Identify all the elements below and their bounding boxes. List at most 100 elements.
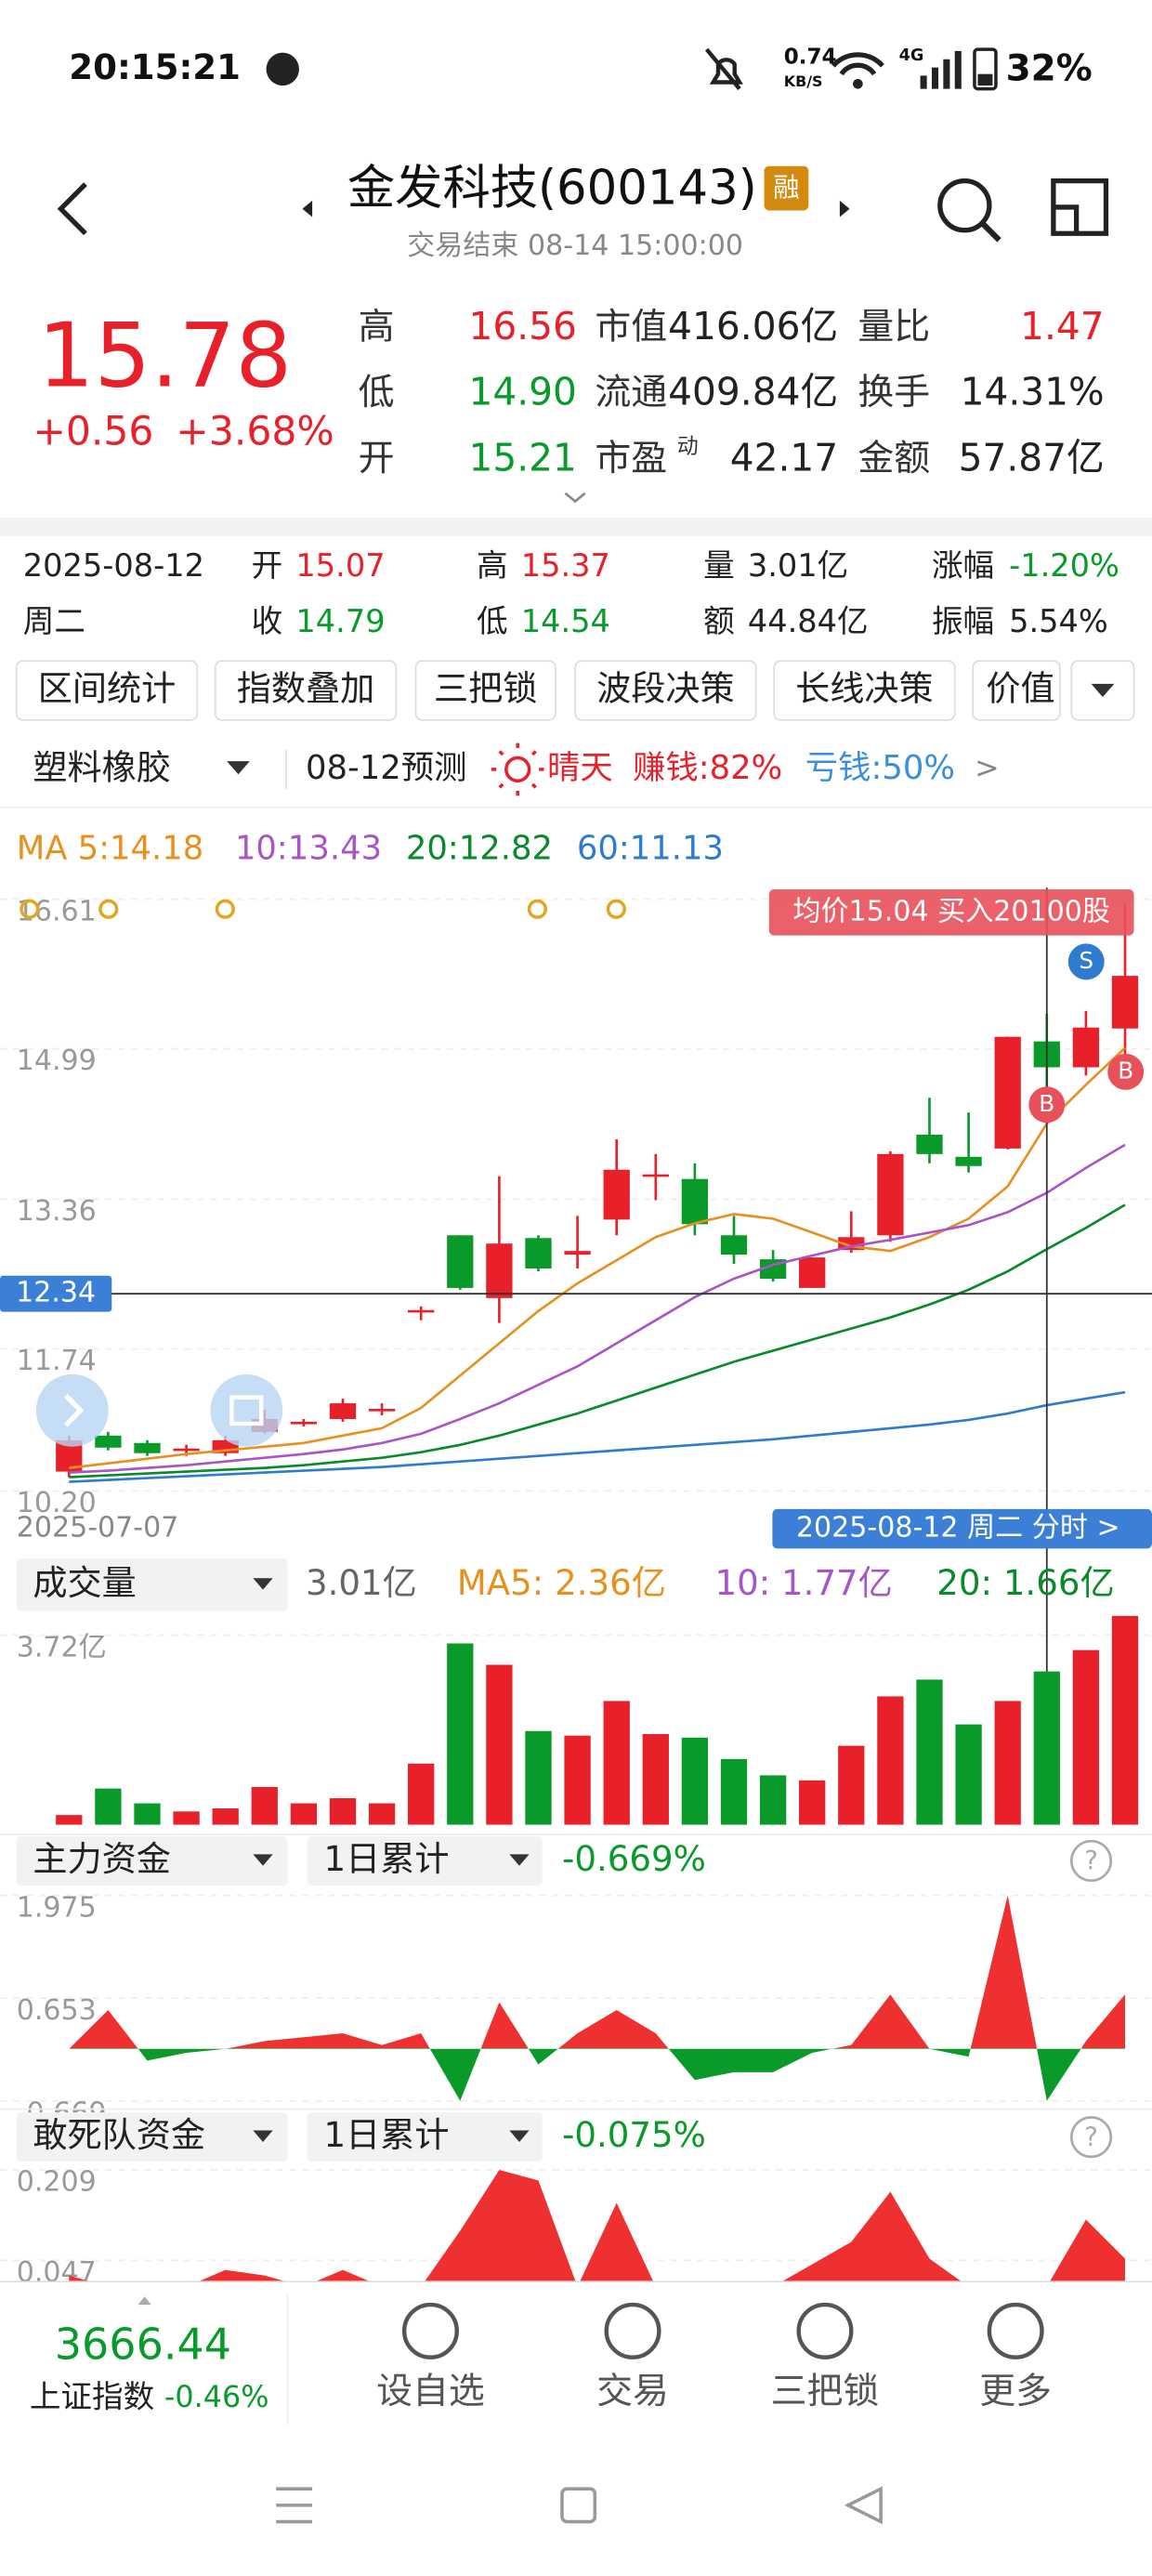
funds-current: -0.075%: [562, 2115, 706, 2155]
event-icons: [20, 899, 626, 919]
forecast-date: 08-12预测: [306, 749, 466, 787]
float-icon: [229, 1395, 264, 1426]
y-tick-label: 10.20: [17, 1487, 97, 1519]
crosshair-date-box[interactable]: [772, 1508, 1152, 1549]
volume-bar: [251, 1786, 278, 1825]
sys-menu[interactable]: [276, 2487, 313, 2524]
candle-body: [447, 1235, 474, 1288]
y-tick-label: 13.36: [17, 1195, 97, 1228]
candle-body: [173, 1448, 200, 1452]
next-stock[interactable]: [839, 200, 850, 217]
funds-current: -0.669%: [562, 1839, 706, 1879]
nav-icon[interactable]: [987, 2302, 1044, 2359]
help-button[interactable]: [1069, 2116, 1113, 2159]
volume-bar: [134, 1803, 161, 1825]
tab[interactable]: [214, 660, 398, 721]
back-button[interactable]: [57, 182, 87, 236]
candle-body: [1111, 976, 1139, 1029]
y-tick-label: 0.653: [17, 1994, 97, 2027]
tab-label: 三把锁: [434, 669, 537, 709]
battery-text: 32%: [1006, 48, 1093, 90]
volume-bar: [56, 1815, 83, 1825]
nav-icon[interactable]: [401, 2302, 459, 2359]
sell-marker-text: S: [1079, 947, 1093, 974]
candle-body: [290, 1421, 318, 1425]
nav-icon[interactable]: [604, 2302, 661, 2359]
float-button[interactable]: [210, 1373, 283, 1447]
tab[interactable]: [972, 660, 1061, 721]
tab[interactable]: [773, 660, 956, 721]
volume-bar: [329, 1798, 357, 1825]
detail-label: 涨幅: [932, 547, 994, 584]
volume-bar: [95, 1788, 122, 1825]
stat-label: 量比: [857, 306, 930, 348]
y-tick-label: 11.74: [17, 1345, 97, 1377]
avg-badge: [768, 889, 1134, 936]
volume-bar: [877, 1696, 904, 1825]
stat-value: 14.31%: [961, 370, 1105, 414]
wifi-dot: [853, 78, 863, 89]
stat-label: 低: [359, 372, 395, 414]
buy-marker-text: B: [1039, 1090, 1054, 1117]
tab-label: 指数叠加: [237, 669, 375, 709]
tab[interactable]: [15, 660, 199, 721]
nav-label: 交易: [596, 2371, 669, 2412]
help-icon: ?: [1084, 1846, 1098, 1876]
buy-marker: [1028, 1086, 1066, 1124]
stat-label: 换手: [857, 372, 930, 414]
ma-legend: 10:13.43: [235, 830, 382, 868]
crosshair-date: 2025-08-12 周二 分时 >: [796, 1512, 1120, 1544]
nav-label: 设自选: [376, 2371, 485, 2412]
sell-marker: [1067, 943, 1105, 980]
ma-legend: 60:11.13: [577, 830, 724, 868]
volume-bar: [368, 1803, 396, 1825]
volume-bar: [603, 1701, 630, 1825]
sun-icon: [504, 756, 531, 783]
ma-line: [69, 1203, 1126, 1479]
volume-bar: [799, 1780, 826, 1825]
y-tick-label: 0.209: [17, 2166, 97, 2199]
network-type: 4G: [899, 46, 924, 65]
prev-stock[interactable]: [302, 200, 313, 217]
y-tick-label: 14.99: [17, 1045, 97, 1077]
forecast-more[interactable]: >: [975, 750, 1000, 785]
tab-label: 区间统计: [38, 669, 177, 709]
tab[interactable]: [414, 660, 556, 721]
status-time: 20:15:21: [69, 47, 241, 87]
avg-badge-text: 均价15.04 买入20100股: [792, 895, 1110, 927]
battery-icon: [973, 47, 998, 91]
index-change: -0.46%: [164, 2379, 269, 2414]
sys-back[interactable]: [844, 2486, 883, 2525]
help-button[interactable]: [1069, 1839, 1113, 1883]
period-selector[interactable]: [307, 2112, 543, 2162]
period-selector[interactable]: [307, 1835, 543, 1886]
tab[interactable]: [574, 660, 757, 721]
volume-selector[interactable]: [16, 1557, 288, 1611]
share-button[interactable]: [1051, 177, 1109, 236]
candle-body: [955, 1156, 982, 1166]
sector[interactable]: 塑料橡胶: [33, 747, 171, 787]
nav-icon[interactable]: [796, 2302, 854, 2359]
candle-body: [1072, 1027, 1100, 1068]
sys-home[interactable]: [560, 2487, 597, 2524]
index-value[interactable]: 3666.44: [55, 2320, 231, 2370]
margin-badge-text: 融: [773, 172, 799, 203]
float-button[interactable]: [35, 1373, 109, 1447]
search-button[interactable]: [937, 177, 992, 233]
nav-label: 更多: [979, 2371, 1052, 2412]
search-handle: [980, 221, 1001, 243]
trade-status: 交易结束 08-14 15:00:00: [407, 230, 743, 262]
expand-arrow[interactable]: [564, 492, 586, 504]
detail-value: 15.07: [295, 547, 385, 584]
stat-label: 市盈: [595, 438, 667, 480]
float-arrow: [63, 1393, 85, 1427]
detail-value: 5.54%: [1009, 603, 1108, 639]
fund-area: [69, 2048, 1125, 2101]
index-name: 上证指数: [30, 2378, 154, 2414]
wechat-icon: [266, 52, 299, 86]
volume-bar: [173, 1811, 200, 1825]
funds-selector[interactable]: [16, 1835, 288, 1886]
volume-bar: [720, 1758, 748, 1825]
funds-selector[interactable]: [16, 2112, 288, 2162]
